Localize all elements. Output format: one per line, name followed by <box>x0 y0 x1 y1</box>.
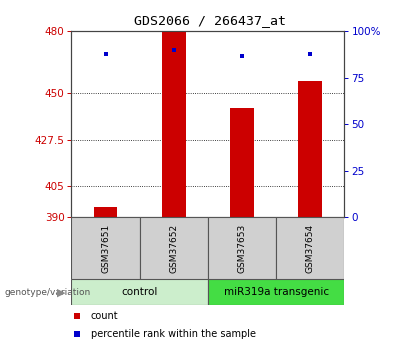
Bar <box>94 207 118 217</box>
Bar <box>208 217 276 279</box>
Bar <box>208 279 344 305</box>
Text: miR319a transgenic: miR319a transgenic <box>223 287 329 297</box>
Text: GSM37654: GSM37654 <box>306 224 315 273</box>
Bar <box>276 217 344 279</box>
Text: GSM37651: GSM37651 <box>101 224 110 273</box>
Text: GDS2066 / 266437_at: GDS2066 / 266437_at <box>134 14 286 27</box>
Text: count: count <box>91 311 118 321</box>
Text: genotype/variation: genotype/variation <box>4 288 90 297</box>
Bar <box>139 217 208 279</box>
Bar <box>162 31 186 217</box>
Bar <box>230 108 254 217</box>
Text: control: control <box>121 287 158 297</box>
Bar <box>71 279 208 305</box>
Text: percentile rank within the sample: percentile rank within the sample <box>91 329 255 339</box>
Bar <box>298 81 322 217</box>
Text: GSM37653: GSM37653 <box>238 224 247 273</box>
Bar <box>71 217 139 279</box>
Text: GSM37652: GSM37652 <box>169 224 178 273</box>
Text: ▶: ▶ <box>57 287 65 297</box>
